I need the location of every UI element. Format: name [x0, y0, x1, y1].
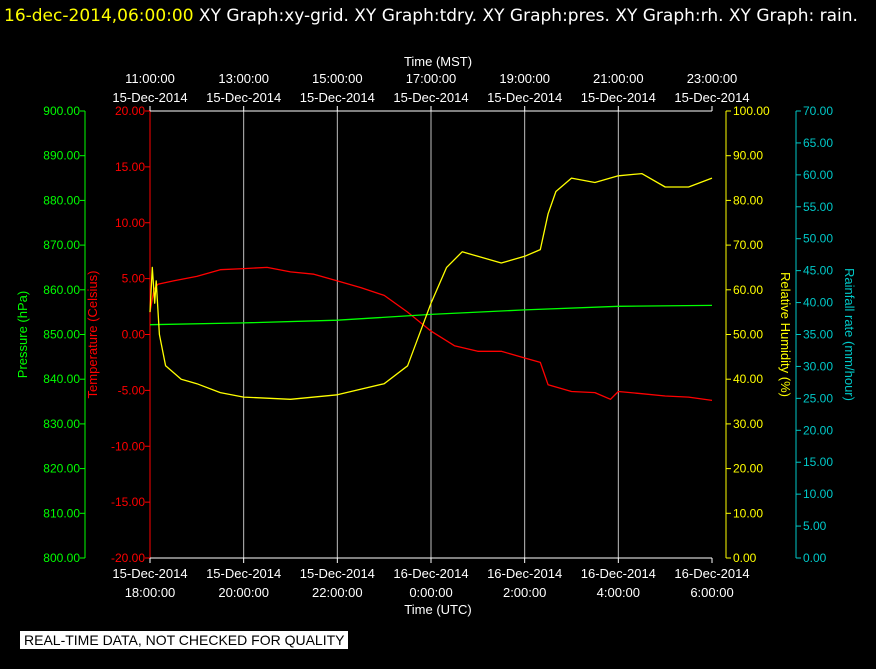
temperature-tick-label: 0.00 [122, 328, 146, 342]
x-top-tick-time: 15:00:00 [312, 71, 363, 86]
pressure-axis-label: Pressure (hPa) [15, 291, 30, 378]
x-top-tick-time: 17:00:00 [406, 71, 457, 86]
rain-tick-label: 50.00 [803, 232, 833, 246]
pressure-tick-label: 820.00 [43, 462, 80, 476]
rain-tick-label: 5.00 [803, 519, 827, 533]
humidity-series-line [149, 172, 713, 400]
rain-tick-label: 65.00 [803, 136, 833, 150]
x-bottom-axis-label: Time (UTC) [404, 602, 471, 617]
x-bottom-tick-time: 4:00:00 [597, 585, 640, 600]
x-top-tick-time: 21:00:00 [593, 71, 644, 86]
humidity-tick-label: 30.00 [733, 417, 763, 431]
x-top-tick-time: 19:00:00 [499, 71, 550, 86]
humidity-tick-label: 40.00 [733, 372, 763, 386]
temperature-tick-label: -5.00 [118, 383, 146, 397]
humidity-tick-label: 100.00 [733, 104, 770, 118]
x-bottom-tick-time: 20:00:00 [218, 585, 269, 600]
x-bottom-tick-time: 0:00:00 [409, 585, 452, 600]
x-bottom-tick-date: 16-Dec-2014 [674, 566, 749, 581]
rain-tick-label: 0.00 [803, 551, 827, 565]
rain-tick-label: 25.00 [803, 391, 833, 405]
pressure-tick-label: 840.00 [43, 372, 80, 386]
temperature-tick-label: 5.00 [122, 272, 146, 286]
pressure-tick-label: 880.00 [43, 193, 80, 207]
pressure-tick-label: 850.00 [43, 328, 80, 342]
x-top-tick-date: 15-Dec-2014 [487, 90, 562, 105]
humidity-tick-label: 50.00 [733, 328, 763, 342]
rain-tick-label: 10.00 [803, 487, 833, 501]
humidity-axis-label: Relative Humidity (%) [778, 272, 793, 397]
humidity-tick-label: 70.00 [733, 238, 763, 252]
x-top-tick-time: 23:00:00 [687, 71, 738, 86]
humidity-tick-label: 10.00 [733, 506, 763, 520]
rain-tick-label: 70.00 [803, 104, 833, 118]
temperature-axis-label: Temperature (Celsius) [85, 271, 100, 399]
graph-list: XY Graph:xy-grid. XY Graph:tdry. XY Grap… [198, 6, 858, 26]
x-bottom-tick-time: 18:00:00 [125, 585, 176, 600]
x-top-tick-date: 15-Dec-2014 [581, 90, 656, 105]
rain-tick-label: 55.00 [803, 200, 833, 214]
x-top-tick-date: 15-Dec-2014 [300, 90, 375, 105]
x-bottom-tick-date: 16-Dec-2014 [581, 566, 656, 581]
x-bottom-tick-date: 16-Dec-2014 [393, 566, 468, 581]
pressure-tick-label: 810.00 [43, 506, 80, 520]
pressure-tick-label: 890.00 [43, 149, 80, 163]
rain-tick-label: 35.00 [803, 328, 833, 342]
pressure-tick-label: 870.00 [43, 238, 80, 252]
x-top-tick-date: 15-Dec-2014 [393, 90, 468, 105]
temperature-tick-label: -15.00 [111, 495, 145, 509]
x-top-tick-time: 13:00:00 [218, 71, 269, 86]
rain-tick-label: 30.00 [803, 359, 833, 373]
pressure-tick-label: 830.00 [43, 417, 80, 431]
temperature-tick-label: -20.00 [111, 551, 145, 565]
humidity-tick-label: 20.00 [733, 462, 763, 476]
x-top-axis-label: Time (MST) [404, 54, 472, 69]
x-top-tick-date: 15-Dec-2014 [674, 90, 749, 105]
x-top-tick-date: 15-Dec-2014 [112, 90, 187, 105]
x-bottom-tick-date: 15-Dec-2014 [206, 566, 281, 581]
quality-notice: REAL-TIME DATA, NOT CHECKED FOR QUALITY [20, 631, 349, 649]
temperature-series-line [149, 266, 713, 402]
pressure-tick-label: 860.00 [43, 283, 80, 297]
temperature-tick-label: 15.00 [115, 160, 145, 174]
rain-tick-label: 60.00 [803, 168, 833, 182]
x-bottom-tick-time: 22:00:00 [312, 585, 363, 600]
x-top-tick-date: 15-Dec-2014 [206, 90, 281, 105]
rain-tick-label: 15.00 [803, 455, 833, 469]
humidity-tick-label: 90.00 [733, 149, 763, 163]
pressure-tick-label: 900.00 [43, 104, 80, 118]
x-bottom-tick-time: 2:00:00 [503, 585, 546, 600]
x-bottom-tick-time: 6:00:00 [690, 585, 733, 600]
x-bottom-tick-date: 15-Dec-2014 [300, 566, 375, 581]
chart-header: 16-dec-2014,06:00:00 XY Graph:xy-grid. X… [4, 2, 864, 30]
pressure-series-line [149, 304, 713, 326]
humidity-tick-label: 60.00 [733, 283, 763, 297]
rain-tick-label: 40.00 [803, 296, 833, 310]
x-top-tick-time: 11:00:00 [125, 71, 175, 86]
humidity-tick-label: 0.00 [733, 551, 757, 565]
pressure-tick-label: 800.00 [43, 551, 80, 565]
rain-tick-label: 45.00 [803, 264, 833, 278]
rain-axis-label: Rainfall rate (mm/hour) [842, 268, 857, 401]
temperature-tick-label: 10.00 [115, 216, 145, 230]
temperature-tick-label: 20.00 [115, 104, 145, 118]
rain-tick-label: 20.00 [803, 423, 833, 437]
x-bottom-tick-date: 16-Dec-2014 [487, 566, 562, 581]
x-bottom-tick-date: 15-Dec-2014 [112, 566, 187, 581]
temperature-tick-label: -10.00 [111, 439, 145, 453]
humidity-tick-label: 80.00 [733, 193, 763, 207]
timestamp: 16-dec-2014,06:00:00 [4, 6, 194, 26]
